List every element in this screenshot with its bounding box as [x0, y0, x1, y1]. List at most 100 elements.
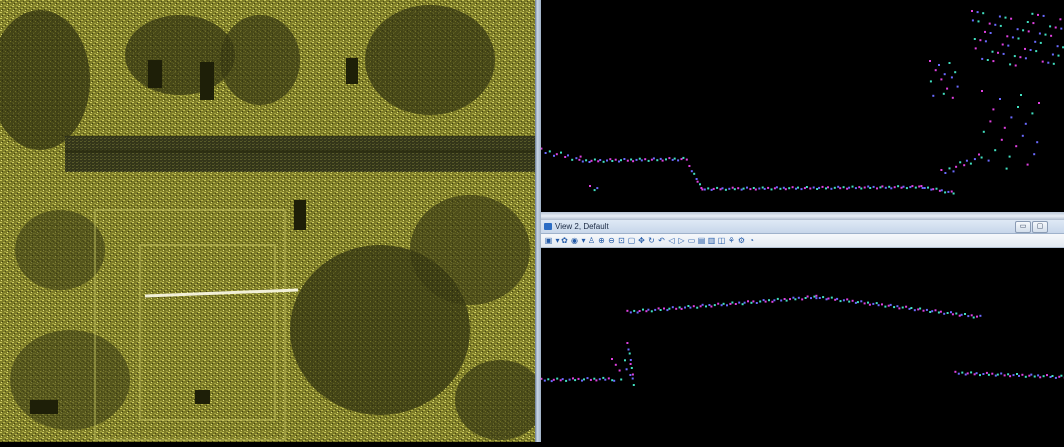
profile-point — [995, 375, 997, 377]
view-next-icon[interactable]: ▷ — [677, 236, 686, 245]
render-icon[interactable]: ⚘ — [727, 236, 736, 245]
zoom-in-icon[interactable]: ⊕ — [597, 236, 606, 245]
profile-point — [957, 86, 959, 88]
profile-point — [656, 159, 658, 161]
clip-mask-icon[interactable]: ▥ — [707, 236, 716, 245]
profile-point — [639, 158, 641, 160]
profile-point — [804, 187, 806, 189]
point-cloud-canvas[interactable] — [0, 0, 535, 442]
profile-point — [860, 300, 862, 302]
horizontal-splitter[interactable] — [541, 212, 1064, 220]
profile-point — [961, 372, 963, 374]
profile-point — [1049, 25, 1051, 27]
profile-point — [797, 187, 799, 189]
display-style-icon[interactable]: ◉ — [570, 236, 579, 245]
clip-volume-icon[interactable]: ▤ — [697, 236, 706, 245]
pan-icon[interactable]: ✥ — [637, 236, 646, 245]
profile-point — [594, 189, 596, 191]
profile-point — [985, 40, 987, 42]
profile-point — [708, 304, 710, 306]
profile-point — [898, 307, 900, 309]
view-window-icon — [544, 223, 552, 230]
profile-point — [668, 308, 670, 310]
view-rotation-icon[interactable]: ♙ — [587, 236, 596, 245]
view2-window[interactable]: View 2, Default ▭ ▢ ▣▾✿◉▾♙⊕⊖⊡▢✥↻↶◁▷▭▤▥◫⚘… — [541, 220, 1064, 442]
profile-point — [846, 188, 848, 190]
profile-point — [807, 296, 809, 298]
profile-point — [846, 298, 848, 300]
profile-view-top[interactable] — [541, 0, 1064, 212]
profile-point — [593, 378, 595, 380]
profile-point — [1052, 54, 1054, 56]
profile-point — [903, 186, 905, 188]
profile-point — [597, 160, 599, 162]
profile-point — [613, 380, 615, 382]
profile-point — [645, 310, 647, 312]
profile-point — [855, 302, 857, 304]
profile-point — [666, 309, 668, 311]
profile-point — [834, 187, 836, 189]
profile-point — [582, 161, 584, 163]
view2-titlebar[interactable]: View 2, Default ▭ ▢ — [541, 220, 1064, 234]
profile-point — [932, 95, 934, 97]
profile-point — [944, 73, 946, 75]
maximize-button[interactable]: ▢ — [1032, 221, 1048, 233]
walk-icon[interactable]: ↶ — [657, 236, 666, 245]
help-icon[interactable]: ◔ — [747, 236, 756, 245]
profile-point — [641, 159, 643, 161]
profile-point — [827, 186, 829, 188]
profile-point — [762, 187, 764, 189]
settings-icon[interactable]: ⚙ — [737, 236, 746, 245]
profile-top-canvas[interactable] — [541, 0, 1064, 212]
profile-point — [606, 160, 608, 162]
view-previous-icon[interactable]: ◁ — [667, 236, 676, 245]
profile-point — [1025, 376, 1027, 378]
profile-point — [955, 166, 957, 168]
profile-point — [926, 309, 928, 311]
profile-point — [955, 313, 957, 315]
window-area-icon[interactable]: ⊡ — [617, 236, 626, 245]
copy-view-icon[interactable]: ▭ — [687, 236, 696, 245]
profile-point — [672, 306, 674, 308]
profile-point — [1053, 63, 1055, 65]
update-view-icon[interactable]: ✿ — [560, 236, 569, 245]
profile-point — [587, 377, 589, 379]
profile-point — [978, 154, 980, 156]
profile-point — [947, 191, 949, 193]
profile-point — [1006, 35, 1008, 37]
profile-point — [611, 358, 613, 360]
profile-point — [619, 370, 621, 372]
profile-point — [1052, 375, 1054, 377]
profile-bottom-canvas[interactable] — [541, 248, 1064, 442]
profile-point — [971, 314, 973, 316]
point-cloud-plan-view[interactable] — [0, 0, 535, 442]
camera-icon[interactable]: ◫ — [717, 236, 726, 245]
profile-view-bottom[interactable] — [541, 248, 1064, 442]
profile-point — [792, 297, 794, 299]
profile-point — [755, 189, 757, 191]
zoom-out-icon[interactable]: ⊖ — [607, 236, 616, 245]
profile-point — [932, 188, 934, 190]
profile-point — [940, 311, 942, 313]
profile-point — [702, 304, 704, 306]
profile-point-cluster — [611, 358, 631, 382]
profile-point — [758, 188, 760, 190]
profile-point — [1010, 18, 1012, 20]
profile-point — [984, 31, 986, 33]
rotate-view-icon[interactable]: ↻ — [647, 236, 656, 245]
fit-view-icon[interactable]: ▢ — [627, 236, 636, 245]
profile-point — [759, 301, 761, 303]
view-attributes-icon[interactable]: ▣ — [544, 236, 553, 245]
profile-point — [774, 187, 776, 189]
profile-point — [1017, 106, 1019, 108]
profile-point — [978, 20, 980, 22]
profile-point — [809, 188, 811, 190]
minimize-button[interactable]: ▭ — [1015, 221, 1031, 233]
profile-point — [743, 188, 745, 190]
profile-point — [1030, 49, 1032, 51]
profile-point — [783, 187, 785, 189]
profile-point — [972, 19, 974, 21]
profile-point — [583, 378, 585, 380]
profile-point — [860, 188, 862, 190]
profile-point — [974, 158, 976, 160]
